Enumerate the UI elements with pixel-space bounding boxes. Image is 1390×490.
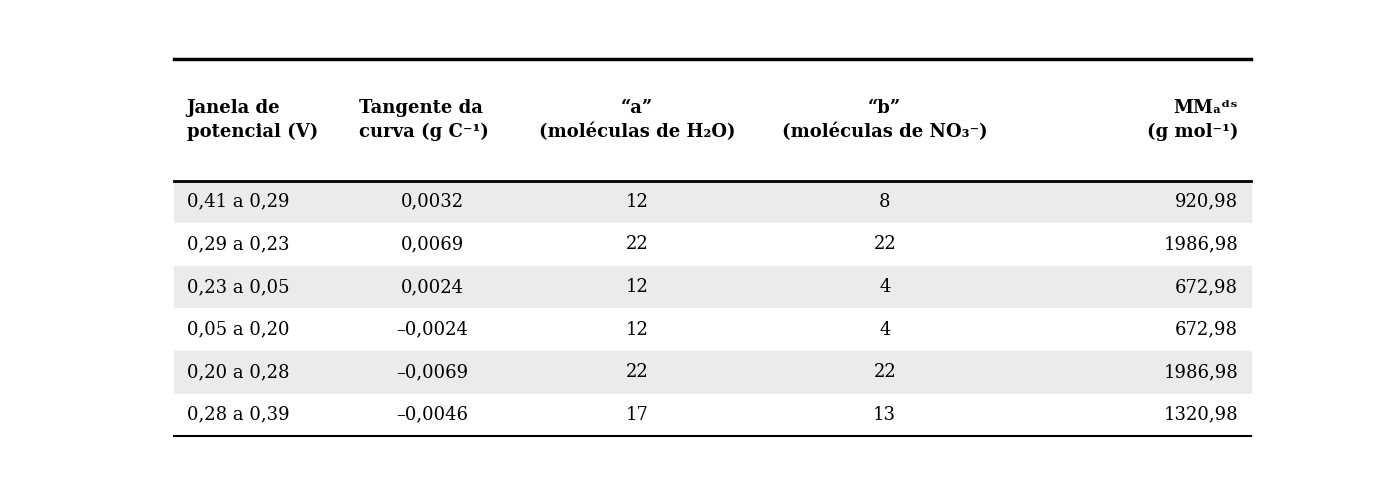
Text: 22: 22 [626,363,648,381]
Text: 1986,98: 1986,98 [1163,235,1238,253]
Text: 8: 8 [878,193,891,211]
Text: 0,0069: 0,0069 [400,235,464,253]
Bar [174,59,1251,180]
Text: –0,0046: –0,0046 [396,406,468,424]
Text: 13: 13 [873,406,897,424]
Text: 22: 22 [873,235,897,253]
Text: Janela de
potencial (V): Janela de potencial (V) [186,98,318,141]
Bar [174,223,1251,266]
Text: –0,0024: –0,0024 [396,320,468,339]
Text: “b”
(moléculas de NO₃⁻): “b” (moléculas de NO₃⁻) [783,98,987,141]
Text: –0,0069: –0,0069 [396,363,468,381]
Text: 0,0024: 0,0024 [400,278,464,296]
Text: 12: 12 [626,193,648,211]
Text: 920,98: 920,98 [1175,193,1238,211]
Text: 1986,98: 1986,98 [1163,363,1238,381]
Text: 0,20 a 0,28: 0,20 a 0,28 [186,363,289,381]
Text: 0,28 a 0,39: 0,28 a 0,39 [186,406,289,424]
Text: 22: 22 [626,235,648,253]
Text: Tangente da
curva (g C⁻¹): Tangente da curva (g C⁻¹) [359,98,489,141]
Text: “a”
(moléculas de H₂O): “a” (moléculas de H₂O) [539,98,735,141]
Text: 0,23 a 0,05: 0,23 a 0,05 [186,278,289,296]
Bar [174,393,1251,436]
Text: 22: 22 [873,363,897,381]
Bar [174,308,1251,351]
Text: 12: 12 [626,320,648,339]
Text: 4: 4 [878,320,891,339]
Text: 0,05 a 0,20: 0,05 a 0,20 [186,320,289,339]
Text: 0,41 a 0,29: 0,41 a 0,29 [186,193,289,211]
Text: 672,98: 672,98 [1175,320,1238,339]
Text: 672,98: 672,98 [1175,278,1238,296]
Bar [174,351,1251,393]
Text: 12: 12 [626,278,648,296]
Text: MMₐᵈˢ
(g mol⁻¹): MMₐᵈˢ (g mol⁻¹) [1147,98,1238,141]
Text: 0,29 a 0,23: 0,29 a 0,23 [186,235,289,253]
Bar [174,266,1251,308]
Text: 1320,98: 1320,98 [1163,406,1238,424]
Text: 4: 4 [878,278,891,296]
Text: 0,0032: 0,0032 [400,193,464,211]
Bar [174,180,1251,223]
Text: 17: 17 [626,406,648,424]
